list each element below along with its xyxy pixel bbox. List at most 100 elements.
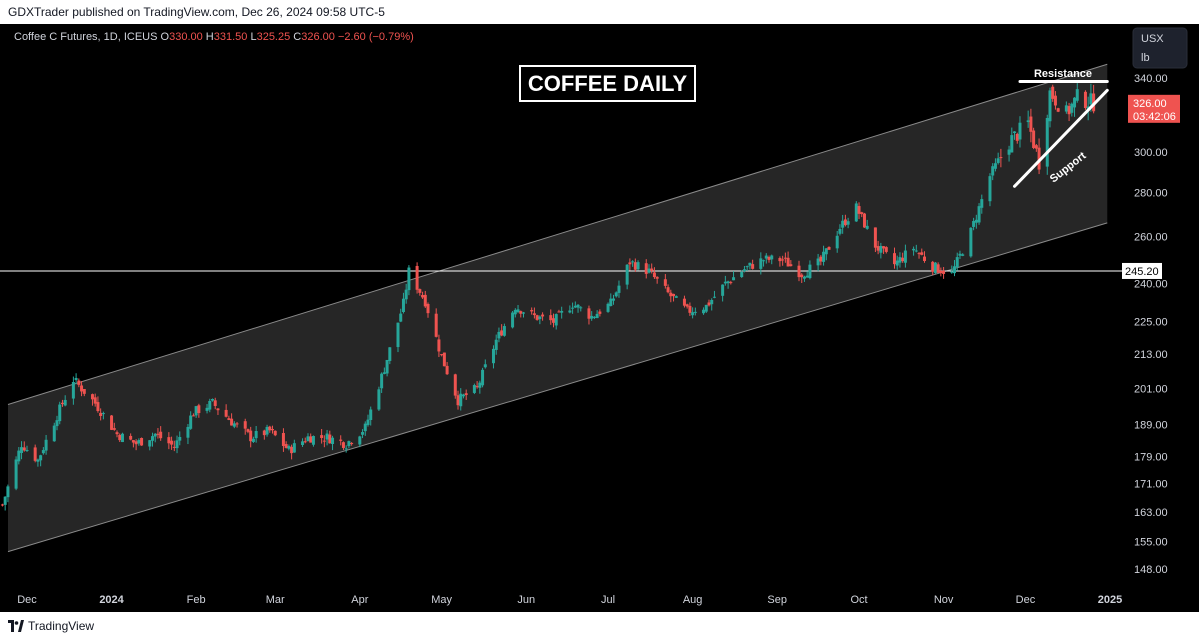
candle-body[interactable] [961,254,965,256]
candle-body[interactable] [1048,90,1052,122]
candle-body[interactable] [140,437,144,446]
candle-body[interactable] [309,436,313,443]
candle-body[interactable] [560,310,564,313]
candle-body[interactable] [573,305,577,308]
candle-body[interactable] [63,399,67,406]
candle-body[interactable] [647,268,651,273]
candle-body[interactable] [977,206,981,223]
candle-body[interactable] [712,296,716,298]
candle-body[interactable] [191,415,195,417]
candle-body[interactable] [969,227,973,257]
candle-body[interactable] [268,426,272,431]
candle-body[interactable] [137,440,141,444]
candle-body[interactable] [382,372,386,374]
candle-body[interactable] [764,255,768,259]
candle-body[interactable] [551,318,555,323]
candle-body[interactable] [1029,116,1033,132]
candle-body[interactable] [898,257,902,263]
candle-body[interactable] [99,412,103,416]
candle-body[interactable] [650,268,654,271]
candle-body[interactable] [211,399,215,401]
candle-body[interactable] [644,263,648,274]
candle-body[interactable] [235,423,239,425]
candle-body[interactable] [251,438,255,442]
candle-body[interactable] [835,235,839,249]
candle-body[interactable] [579,307,583,309]
candle-body[interactable] [401,298,405,313]
candle-body[interactable] [511,312,515,328]
candle-body[interactable] [281,433,285,446]
candle-body[interactable] [385,359,389,374]
candle-body[interactable] [999,157,1003,159]
candle-body[interactable] [1015,133,1019,141]
candle-body[interactable] [25,449,29,451]
candle-body[interactable] [729,282,733,284]
candle-body[interactable] [541,314,545,317]
candle-body[interactable] [55,420,59,427]
candle-body[interactable] [1037,147,1041,170]
candle-body[interactable] [1045,118,1049,167]
candle-body[interactable] [325,433,329,440]
candle-body[interactable] [243,421,247,429]
candle-body[interactable] [1026,120,1030,123]
candle-body[interactable] [120,433,124,443]
candle-body[interactable] [958,253,962,256]
candle-body[interactable] [939,270,943,274]
candle-body[interactable] [778,258,782,262]
candle-body[interactable] [475,386,479,388]
candle-body[interactable] [17,450,21,462]
candle-body[interactable] [1089,93,1093,105]
candle-body[interactable] [500,330,504,336]
candle-body[interactable] [669,292,673,297]
candle-body[interactable] [339,439,343,441]
candle-body[interactable] [1007,149,1011,155]
candle-body[interactable] [380,373,384,389]
candle-body[interactable] [617,285,621,293]
candle-body[interactable] [516,309,520,313]
candle-body[interactable] [197,405,201,414]
candle-body[interactable] [732,277,736,281]
candle-body[interactable] [783,257,787,259]
candle-body[interactable] [786,257,790,267]
candle-body[interactable] [483,364,487,368]
candle-body[interactable] [1053,95,1057,106]
candle-body[interactable] [213,400,217,406]
candle-body[interactable] [955,257,959,268]
candle-body[interactable] [131,440,135,443]
candle-body[interactable] [824,248,828,255]
candle-body[interactable] [361,432,365,435]
candle-body[interactable] [862,213,866,228]
candle-body[interactable] [748,262,752,266]
candle-body[interactable] [292,443,296,453]
candle-body[interactable] [216,408,220,411]
candle-body[interactable] [80,385,84,392]
candle-body[interactable] [377,389,381,410]
candle-body[interactable] [685,304,689,307]
candle-body[interactable] [576,304,580,308]
candle-body[interactable] [702,309,706,314]
candle-body[interactable] [933,262,937,273]
candle-body[interactable] [721,284,725,296]
candle-body[interactable] [781,259,785,261]
candle-body[interactable] [456,395,460,406]
candle-body[interactable] [1010,135,1014,153]
candle-body[interactable] [1056,108,1060,112]
hline-price-tag[interactable] [1122,262,1162,279]
candle-body[interactable] [186,426,190,438]
candle-body[interactable] [707,302,711,306]
candle-body[interactable] [704,304,708,312]
candle-body[interactable] [538,316,542,320]
candle-body[interactable] [625,264,629,285]
title-box[interactable] [519,65,696,102]
candle-body[interactable] [1067,106,1071,115]
candle-body[interactable] [942,270,946,274]
candle-body[interactable] [682,298,686,306]
candle-body[interactable] [437,339,441,352]
candle-body[interactable] [1013,131,1017,134]
candle-body[interactable] [227,418,231,420]
candle-body[interactable] [628,262,632,265]
candle-body[interactable] [936,264,940,273]
candle-body[interactable] [262,430,266,436]
candle-body[interactable] [82,389,86,394]
